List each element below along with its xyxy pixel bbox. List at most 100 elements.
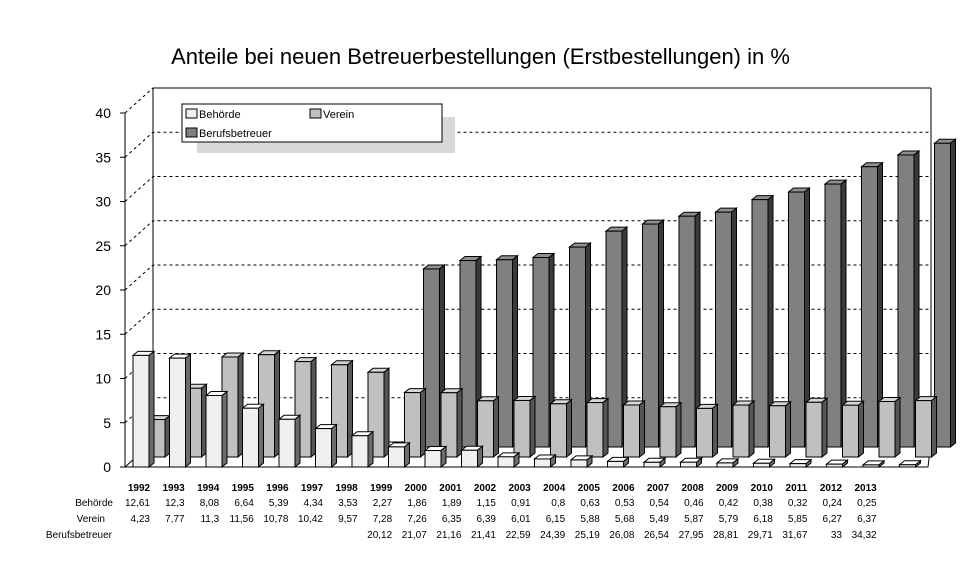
bar-front <box>878 401 896 458</box>
bar-front <box>278 418 296 468</box>
bar-verein-2012 <box>877 396 902 459</box>
table-cell: 21,07 <box>402 530 427 541</box>
bar-side <box>639 399 645 459</box>
table-cell: 5,49 <box>650 514 670 525</box>
table-cell: 1,89 <box>442 498 462 509</box>
bar-side <box>477 445 483 469</box>
category-label: 1992 <box>128 483 151 494</box>
category-label: 2009 <box>716 483 739 494</box>
category-label: 2001 <box>439 483 462 494</box>
table-cell: 27,95 <box>679 530 704 541</box>
table-cell: 0,25 <box>857 498 877 509</box>
table-cell: 0,8 <box>551 498 565 509</box>
table-cell: 21,16 <box>436 530 461 541</box>
table-cell: 3,53 <box>338 498 358 509</box>
bar-behörde-2011 <box>825 459 849 469</box>
table-cell: 31,67 <box>782 530 807 541</box>
bar-behörde-2013 <box>898 459 922 469</box>
legend: Behörde Verein Berufsbetreuer <box>181 103 455 153</box>
table-cell: 6,01 <box>511 514 531 525</box>
bar-front <box>753 462 770 468</box>
category-label: 1995 <box>232 483 255 494</box>
table-cell: 7,77 <box>165 514 185 525</box>
category-label: 2012 <box>820 483 843 494</box>
bar-behörde-1994 <box>204 390 229 469</box>
table-cell: 7,28 <box>373 514 393 525</box>
bar-berufsbetreuer-2005 <box>641 219 665 449</box>
bar-front <box>513 399 531 458</box>
bar-front <box>497 456 515 468</box>
bar-behörde-1995 <box>241 403 265 469</box>
bar-behörde-2002 <box>496 451 521 469</box>
bar-front <box>169 357 186 468</box>
bar-side <box>493 395 499 459</box>
table-row-header: Berufsbetreuer <box>46 530 113 541</box>
table-cell: 0,24 <box>823 498 843 509</box>
category-label: 2010 <box>751 483 774 494</box>
y-tick-label: 40 <box>95 105 111 121</box>
table-cell: 26,08 <box>609 530 634 541</box>
bar-behörde-2001 <box>460 445 484 469</box>
table-cell: 29,71 <box>748 530 773 541</box>
category-label: 2003 <box>508 483 531 494</box>
bar-side <box>712 403 718 459</box>
bar-front <box>315 428 332 468</box>
gridline <box>124 176 931 202</box>
bar-front <box>824 183 842 448</box>
bar-front <box>915 400 932 458</box>
bar-front <box>569 246 586 448</box>
bar-front <box>605 230 623 448</box>
table-cell: 9,57 <box>338 514 358 525</box>
bar-side <box>821 397 828 459</box>
table-cell: 11,3 <box>200 514 219 525</box>
gridline <box>124 87 931 114</box>
bar-front <box>550 403 567 458</box>
bar-front <box>696 407 713 458</box>
table-cell: 6,15 <box>546 514 566 525</box>
bar-behörde-2004 <box>569 454 594 469</box>
table-cell: 6,64 <box>234 498 254 509</box>
bar-front <box>388 446 405 468</box>
category-label: 2002 <box>474 483 497 494</box>
table-cell: 11,56 <box>230 514 255 525</box>
bar-side <box>367 430 374 469</box>
bar-verein-2007 <box>695 403 719 459</box>
bar-front <box>461 449 478 468</box>
bar-behörde-1993 <box>168 353 192 469</box>
chart-title: Anteile bei neuen Betreuerbestellungen (… <box>171 44 790 69</box>
table-cell: 5,79 <box>719 514 739 525</box>
bar-side <box>404 441 410 469</box>
table-cell: 0,54 <box>650 498 670 509</box>
bar-side <box>675 401 682 459</box>
bar-berufsbetreuer-2013 <box>933 138 957 449</box>
category-label: 2005 <box>578 483 601 494</box>
legend-swatch-berufsbetreuer <box>185 127 198 138</box>
bar-side <box>566 398 572 459</box>
bar-side <box>221 390 228 469</box>
bar-behörde-2006 <box>642 457 667 469</box>
category-label: 2011 <box>786 483 808 494</box>
bar-behörde-2008 <box>715 457 740 469</box>
table-row-header: Behörde <box>75 498 113 509</box>
bar-side <box>258 403 264 469</box>
table-cell: 26,54 <box>644 530 669 541</box>
y-tick-label: 20 <box>95 282 111 298</box>
bar-side <box>748 400 755 459</box>
table-cell: 28,81 <box>713 530 738 541</box>
table-cell: 0,38 <box>753 498 773 509</box>
bar-front <box>805 401 823 458</box>
y-tick-label: 35 <box>95 149 111 165</box>
bar-side <box>950 138 956 449</box>
bar-verein-2003 <box>549 398 573 459</box>
bar-verein-2008 <box>731 400 756 459</box>
bar-behörde-1998 <box>350 430 375 469</box>
bar-front <box>607 460 624 468</box>
bar-behörde-1996 <box>277 414 302 469</box>
category-label: 2007 <box>647 483 670 494</box>
bar-side <box>529 395 536 459</box>
bar-front <box>769 405 786 458</box>
table-cell: 6,37 <box>857 514 877 525</box>
table-cell: 0,53 <box>615 498 635 509</box>
table-cell: 8,08 <box>200 498 220 509</box>
